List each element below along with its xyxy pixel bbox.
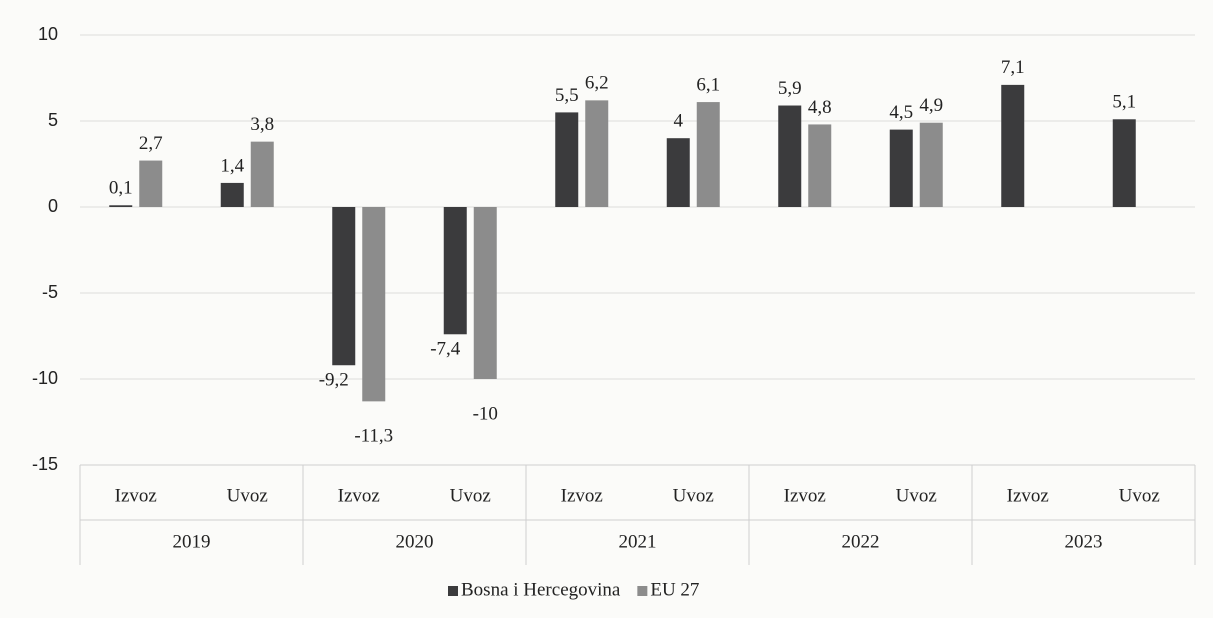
value-label: 2,7 — [139, 133, 163, 154]
value-label: 5,9 — [778, 78, 802, 99]
legend-swatch — [448, 586, 458, 596]
value-label: 4,5 — [889, 102, 913, 123]
bar — [1112, 119, 1136, 207]
bar — [808, 124, 832, 207]
y-tick-label: 0 — [48, 196, 58, 216]
value-label: 4 — [674, 111, 684, 132]
group-label: 2023 — [1065, 531, 1103, 552]
bar — [919, 122, 943, 207]
bar — [889, 129, 913, 207]
bar — [778, 105, 802, 207]
group-label: 2021 — [619, 531, 657, 552]
y-tick-label: -10 — [32, 368, 58, 388]
bar — [362, 207, 386, 402]
y-tick-label: 5 — [48, 110, 58, 130]
bar — [555, 112, 579, 207]
x-tick-label: Uvoz — [227, 485, 268, 506]
value-label: -7,4 — [430, 339, 461, 360]
y-tick-label: 10 — [38, 24, 58, 44]
group-label: 2022 — [842, 531, 880, 552]
bar — [220, 182, 244, 207]
x-tick-label: Uvoz — [896, 485, 937, 506]
bar — [1001, 84, 1025, 207]
value-label: -9,2 — [319, 370, 349, 391]
value-label: 6,1 — [696, 74, 720, 95]
value-label: 3,8 — [250, 114, 274, 135]
value-label: 4,9 — [919, 95, 943, 116]
bar — [585, 100, 609, 207]
value-label: -10 — [473, 403, 498, 424]
bar — [109, 205, 133, 207]
y-tick-label: -5 — [42, 282, 58, 302]
x-tick-label: Izvoz — [338, 485, 380, 506]
value-label: 6,2 — [585, 73, 609, 94]
bar — [443, 207, 467, 335]
value-label: 1,4 — [220, 155, 244, 176]
value-label: 5,5 — [555, 85, 579, 106]
value-label: 5,1 — [1112, 92, 1136, 113]
value-label: 7,1 — [1001, 57, 1025, 78]
x-tick-label: Izvoz — [115, 485, 157, 506]
bar — [139, 160, 163, 207]
bar — [332, 207, 356, 366]
legend-label: Bosna i Hercegovina — [461, 579, 621, 600]
group-label: 2019 — [173, 531, 211, 552]
x-tick-label: Izvoz — [784, 485, 826, 506]
x-tick-label: Izvoz — [1007, 485, 1049, 506]
legend-label: EU 27 — [650, 579, 699, 600]
bar — [666, 138, 690, 207]
x-tick-label: Izvoz — [561, 485, 603, 506]
bar — [696, 102, 720, 207]
value-label: 0,1 — [109, 178, 133, 199]
legend-swatch — [637, 586, 648, 596]
x-tick-label: Uvoz — [1119, 485, 1160, 506]
x-tick-label: Uvoz — [450, 485, 491, 506]
x-tick-label: Uvoz — [673, 485, 714, 506]
bar — [473, 207, 497, 379]
value-label: -11,3 — [354, 426, 393, 447]
group-label: 2020 — [396, 531, 434, 552]
value-label: 4,8 — [808, 97, 832, 118]
y-tick-label: -15 — [32, 454, 58, 474]
bar — [250, 141, 274, 207]
